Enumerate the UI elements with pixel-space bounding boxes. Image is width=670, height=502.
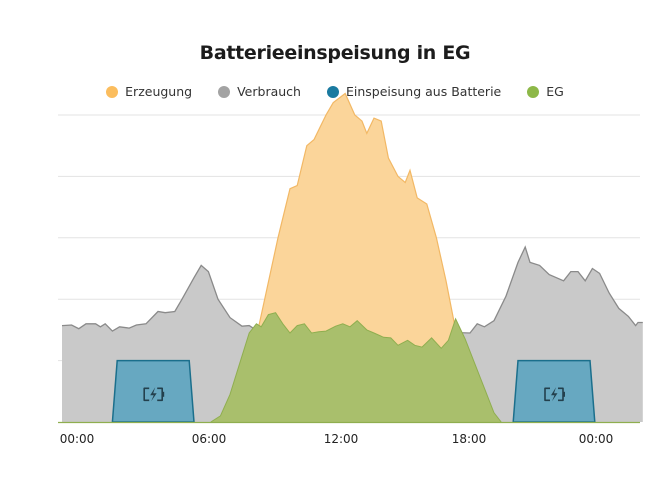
legend-item-erzeugung[interactable]: Erzeugung [106, 84, 192, 99]
series-eg-area [210, 312, 502, 422]
legend-dot-icon [326, 85, 339, 98]
chart-legend: Erzeugung Verbrauch Einspeisung aus Batt… [0, 84, 670, 99]
x-tick-label: 18:00 [451, 432, 487, 446]
series-erzeugung-line [241, 92, 495, 423]
legend-item-eg[interactable]: EG [527, 84, 564, 99]
battery-charging-icon [544, 387, 565, 402]
legend-dot-icon [106, 85, 119, 98]
series-areas [61, 92, 643, 423]
x-tick-label: 00:00 [578, 432, 614, 446]
legend-dot-icon [218, 85, 231, 98]
x-tick-label: 06:00 [191, 432, 227, 446]
legend-dot-icon [527, 85, 540, 98]
legend-item-verbrauch[interactable]: Verbrauch [218, 84, 301, 99]
legend-label: Erzeugung [125, 84, 193, 99]
battery-charging-icon [143, 387, 165, 402]
legend-label: Einspeisung aus Batterie [345, 84, 502, 99]
legend-label: EG [546, 84, 564, 99]
legend-label: Verbrauch [237, 84, 301, 99]
chart-title: Batterieeinspeisung in EG [199, 42, 471, 64]
x-tick-label: 12:00 [323, 432, 359, 446]
series-eg-line [210, 312, 502, 423]
legend-item-einspeisung-aus-batterie[interactable]: Einspeisung aus Batterie [326, 84, 502, 99]
x-tick-label: 00:00 [59, 432, 95, 446]
